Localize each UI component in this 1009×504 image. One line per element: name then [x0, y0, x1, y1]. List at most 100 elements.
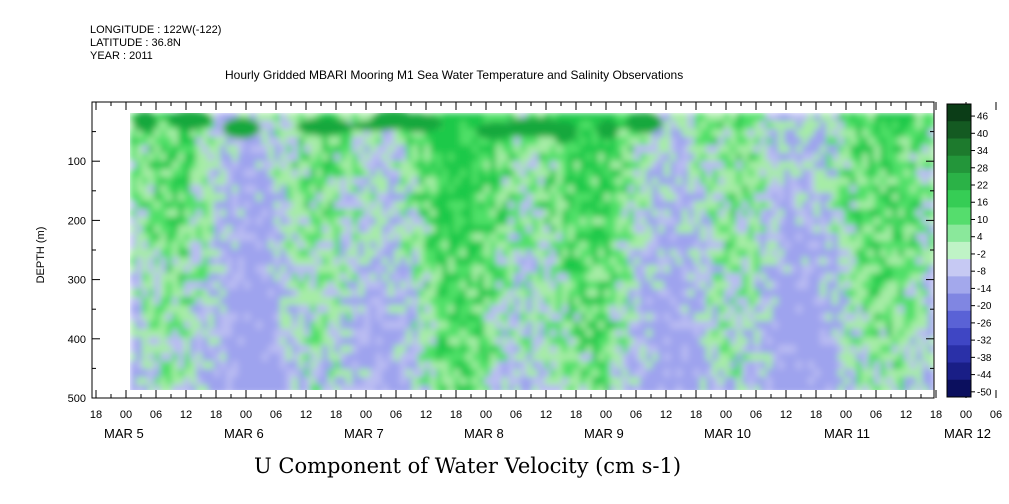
field-cell	[784, 145, 791, 154]
field-cell	[574, 209, 581, 218]
field-cell	[262, 145, 269, 154]
field-cell	[424, 385, 431, 390]
field-cell	[742, 249, 749, 258]
field-cell	[394, 137, 401, 146]
field-cell	[166, 265, 173, 274]
field-cell	[472, 265, 479, 274]
field-cell	[856, 265, 863, 274]
field-cell	[766, 193, 773, 202]
field-cell	[718, 361, 725, 370]
field-cell	[778, 193, 785, 202]
field-cell	[262, 377, 269, 386]
field-cell	[916, 385, 923, 390]
field-cell	[868, 129, 875, 138]
field-cell	[892, 233, 899, 242]
field-cell	[694, 241, 701, 250]
field-cell	[148, 385, 155, 390]
field-cell	[430, 169, 437, 178]
field-cell	[322, 385, 329, 390]
field-cell	[394, 329, 401, 338]
field-cell	[250, 161, 257, 170]
field-cell	[370, 217, 377, 226]
field-cell	[520, 217, 527, 226]
field-cell	[334, 361, 341, 370]
field-cell	[382, 193, 389, 202]
field-cell	[478, 353, 485, 362]
field-cell	[586, 337, 593, 346]
field-cell	[652, 361, 659, 370]
field-cell	[922, 153, 929, 162]
field-cell	[226, 289, 233, 298]
field-cell	[844, 377, 851, 386]
field-cell	[562, 201, 569, 210]
field-cell	[682, 265, 689, 274]
field-cell	[574, 193, 581, 202]
field-cell	[916, 337, 923, 346]
field-cell	[556, 249, 563, 258]
field-cell	[898, 369, 905, 378]
field-cell	[658, 145, 665, 154]
field-cell	[898, 217, 905, 226]
field-cell	[886, 305, 893, 314]
field-cell	[394, 241, 401, 250]
field-cell	[844, 329, 851, 338]
field-cell	[658, 361, 665, 370]
field-cell	[358, 313, 365, 322]
field-cell	[394, 273, 401, 282]
field-cell	[166, 153, 173, 162]
field-cell	[922, 345, 929, 354]
field-cell	[370, 353, 377, 362]
field-cell	[400, 129, 407, 138]
field-cell	[874, 113, 881, 122]
field-cell	[508, 353, 515, 362]
field-cell	[304, 217, 311, 226]
field-cell	[682, 217, 689, 226]
field-cell	[202, 185, 209, 194]
field-cell	[328, 321, 335, 330]
field-cell	[202, 249, 209, 258]
field-cell	[820, 129, 827, 138]
field-cell	[592, 225, 599, 234]
field-cell	[922, 121, 929, 130]
field-cell	[340, 169, 347, 178]
field-cell	[790, 297, 797, 306]
field-cell	[592, 201, 599, 210]
field-cell	[250, 233, 257, 242]
field-cell	[334, 329, 341, 338]
field-cell	[268, 233, 275, 242]
field-cell	[136, 321, 143, 330]
field-cell	[832, 345, 839, 354]
field-cell	[700, 113, 707, 122]
field-cell	[664, 241, 671, 250]
field-cell	[448, 113, 455, 122]
field-cell	[190, 209, 197, 218]
field-cell	[400, 369, 407, 378]
field-cell	[694, 265, 701, 274]
field-cell	[388, 241, 395, 250]
field-cell	[604, 145, 611, 154]
field-cell	[436, 161, 443, 170]
field-cell	[712, 193, 719, 202]
field-cell	[184, 273, 191, 282]
field-cell	[316, 337, 323, 346]
field-cell	[580, 305, 587, 314]
field-cell	[658, 153, 665, 162]
field-cell	[556, 161, 563, 170]
field-cell	[184, 137, 191, 146]
field-cell	[844, 305, 851, 314]
field-cell	[868, 353, 875, 362]
field-cell	[286, 185, 293, 194]
field-cell	[808, 225, 815, 234]
field-cell	[226, 185, 233, 194]
field-cell	[280, 273, 287, 282]
field-cell	[928, 377, 934, 386]
field-cell	[238, 169, 245, 178]
field-cell	[664, 137, 671, 146]
field-cell	[262, 305, 269, 314]
field-cell	[520, 177, 527, 186]
field-cell	[142, 145, 149, 154]
field-cell	[562, 345, 569, 354]
field-cell	[598, 329, 605, 338]
field-cell	[772, 337, 779, 346]
field-cell	[148, 169, 155, 178]
